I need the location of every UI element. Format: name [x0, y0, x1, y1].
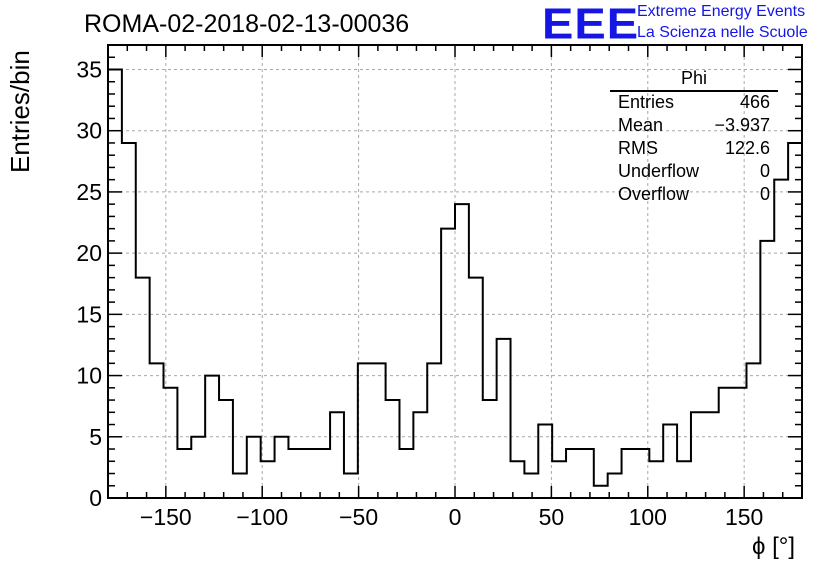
- histogram-bin: [399, 449, 413, 498]
- stats-title: Phi: [680, 68, 707, 88]
- stats-value: 0: [759, 184, 770, 204]
- histogram-bin: [705, 412, 719, 498]
- stats-box: Phi Entries 466 Mean −3.937 RMS 122.6 Un…: [610, 68, 778, 210]
- histogram-bin: [580, 449, 594, 498]
- histogram-bin: [691, 412, 705, 498]
- histogram-bin: [788, 143, 802, 498]
- histogram-bin: [177, 449, 191, 498]
- y-tick-label: 25: [76, 179, 102, 205]
- stats-row-entries: Entries 466: [618, 92, 770, 115]
- stats-value: 0: [759, 161, 770, 181]
- y-tick-label: 15: [76, 301, 102, 327]
- stats-row-mean: Mean −3.937: [618, 115, 770, 138]
- histogram-bin: [386, 400, 400, 498]
- histogram-bin: [413, 412, 427, 498]
- histogram-bin: [136, 278, 150, 498]
- stats-row-underflow: Underflow 0: [618, 161, 770, 184]
- histogram-line: [107, 68, 802, 498]
- stats-key: Underflow: [618, 161, 700, 181]
- x-tick-label: 150: [725, 504, 763, 530]
- histogram-bin: [316, 449, 330, 498]
- x-tick-label: −150: [140, 504, 192, 530]
- y-tick-label: 30: [76, 118, 102, 144]
- histogram-bin: [594, 486, 608, 498]
- stats-key: Entries: [618, 92, 675, 112]
- histogram-bin: [663, 425, 677, 498]
- x-tick-label: 0: [449, 504, 462, 530]
- chart-title: ROMA-02-2018-02-13-00036: [84, 10, 410, 38]
- logo-subtitle-2: La Scienza nelle Scuole: [637, 24, 808, 41]
- stats-key: Overflow: [618, 184, 690, 204]
- histogram-bin: [358, 363, 372, 498]
- histogram-bin: [288, 449, 302, 498]
- histogram-bin: [649, 461, 663, 498]
- histogram-bin: [719, 388, 733, 498]
- histogram-bin: [219, 400, 233, 498]
- y-tick-label: 35: [76, 56, 102, 82]
- stats-key: Mean: [618, 115, 664, 135]
- histogram-bin: [746, 363, 760, 498]
- histogram-bin: [622, 449, 636, 498]
- stats-row-overflow: Overflow 0: [618, 184, 770, 207]
- x-tick-label: −50: [339, 504, 378, 530]
- histogram-bin: [344, 474, 358, 498]
- y-tick-label: 20: [76, 240, 102, 266]
- histogram-bin: [524, 474, 538, 498]
- histogram-bin: [552, 461, 566, 498]
- histogram-bin: [108, 69, 122, 498]
- x-tick-label: −100: [236, 504, 288, 530]
- histogram-bin: [330, 412, 344, 498]
- histogram-bin: [469, 278, 483, 498]
- y-tick-label: 5: [89, 424, 102, 450]
- histogram-bin: [233, 474, 247, 498]
- stats-key: RMS: [618, 138, 658, 158]
- y-tick-label: 10: [76, 363, 102, 389]
- stats-value: 466: [739, 92, 770, 112]
- stats-divider: [610, 90, 778, 92]
- histogram-bin: [191, 437, 205, 498]
- histogram-bin: [150, 363, 164, 498]
- logo-subtitle-1: Extreme Energy Events: [637, 3, 806, 20]
- x-axis-label: ϕ [°]: [752, 533, 796, 560]
- stats-value: 122.6: [724, 138, 770, 158]
- stats-row-rms: RMS 122.6: [618, 138, 770, 161]
- histogram-bin: [677, 461, 691, 498]
- histogram-bin: [302, 449, 316, 498]
- histogram-bin: [275, 437, 289, 498]
- histogram-bin: [427, 363, 441, 498]
- x-tick-label: 50: [539, 504, 565, 530]
- histogram-bin: [122, 143, 136, 498]
- y-tick-label: 0: [89, 485, 102, 511]
- x-tick-label: 100: [629, 504, 667, 530]
- histogram-bin: [455, 204, 469, 498]
- histogram-bin: [538, 425, 552, 498]
- histogram-bin: [760, 241, 774, 498]
- histogram-bin: [566, 449, 580, 498]
- eee-logo: EEE: [542, 0, 640, 48]
- histogram-bin: [483, 400, 497, 498]
- histogram-bin: [372, 363, 386, 498]
- histogram-bin: [774, 180, 788, 498]
- histogram-bin: [441, 229, 455, 498]
- histogram-bin: [247, 437, 261, 498]
- histogram-bin: [497, 339, 511, 498]
- stats-value: −3.937: [714, 115, 770, 135]
